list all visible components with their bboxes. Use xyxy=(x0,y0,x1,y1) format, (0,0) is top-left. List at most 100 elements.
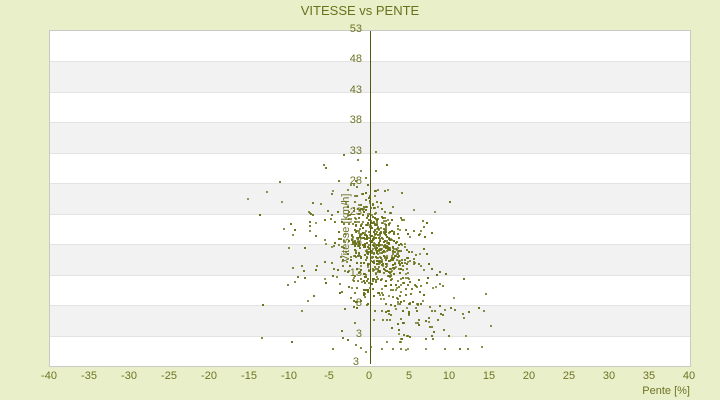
scatter-point xyxy=(383,272,385,274)
scatter-point xyxy=(400,341,402,343)
scatter-point xyxy=(414,262,416,264)
scatter-point xyxy=(413,209,415,211)
scatter-point xyxy=(350,259,352,261)
scatter-point xyxy=(431,268,433,270)
scatter-point xyxy=(481,346,483,348)
scatter-point xyxy=(367,278,369,280)
scatter-point xyxy=(407,261,409,263)
scatter-point xyxy=(371,214,373,216)
scatter-point xyxy=(391,230,393,232)
x-tick-label: 5 xyxy=(405,370,413,382)
scatter-point xyxy=(301,310,303,312)
scatter-point xyxy=(399,295,401,297)
scatter-point xyxy=(355,224,357,226)
scatter-point xyxy=(383,220,385,222)
scatter-point xyxy=(380,227,382,229)
scatter-point xyxy=(327,210,329,212)
x-tick-label: 30 xyxy=(602,370,616,382)
scatter-point xyxy=(301,265,303,267)
scatter-point xyxy=(454,309,456,311)
y-tick-label: 53 xyxy=(349,23,362,35)
scatter-point xyxy=(434,211,436,213)
scatter-point xyxy=(403,219,405,221)
scatter-point xyxy=(411,251,413,253)
scatter-point xyxy=(385,259,387,261)
scatter-point xyxy=(381,264,383,266)
scatter-point xyxy=(378,266,380,268)
scatter-point xyxy=(365,276,367,278)
scatter-point xyxy=(392,253,394,255)
scatter-point xyxy=(440,313,442,315)
scatter-point xyxy=(420,230,422,232)
scatter-point xyxy=(368,224,370,226)
scatter-point xyxy=(410,293,412,295)
scatter-point xyxy=(398,333,400,335)
scatter-point xyxy=(343,247,345,249)
scatter-point xyxy=(355,218,357,220)
scatter-point xyxy=(352,223,354,225)
scatter-point xyxy=(247,198,249,200)
scatter-point xyxy=(376,263,378,265)
scatter-point xyxy=(398,237,400,239)
scatter-point xyxy=(418,319,420,321)
scatter-point xyxy=(380,202,382,204)
y-tick-label: 18 xyxy=(349,236,362,249)
scatter-point xyxy=(378,242,380,244)
scatter-point xyxy=(387,189,389,191)
scatter-point xyxy=(354,275,356,277)
scatter-point xyxy=(417,322,419,324)
scatter-point xyxy=(362,244,364,246)
scatter-point xyxy=(377,226,379,228)
scatter-point xyxy=(376,231,378,233)
scatter-point xyxy=(375,279,377,281)
scatter-point xyxy=(303,270,305,272)
scatter-point xyxy=(347,214,349,216)
scatter-point xyxy=(402,310,404,312)
scatter-point xyxy=(400,268,402,270)
x-tick-label: 20 xyxy=(522,370,536,382)
scatter-point xyxy=(375,268,377,270)
scatter-point xyxy=(425,320,427,322)
scatter-point xyxy=(394,251,396,253)
scatter-point xyxy=(391,327,393,329)
scatter-point xyxy=(393,240,395,242)
scatter-point xyxy=(354,201,356,203)
scatter-point xyxy=(397,323,399,325)
scatter-point xyxy=(357,208,359,210)
scatter-point xyxy=(374,195,376,197)
scatter-point xyxy=(406,263,408,265)
scatter-point xyxy=(384,217,386,219)
scatter-point xyxy=(356,195,358,197)
scatter-point xyxy=(395,289,397,291)
scatter-point xyxy=(366,280,368,282)
scatter-point xyxy=(312,214,314,216)
scatter-point xyxy=(379,294,381,296)
scatter-point xyxy=(450,307,452,309)
scatter-point xyxy=(397,225,399,227)
scatter-point xyxy=(355,250,357,252)
scatter-point xyxy=(405,277,407,279)
scatter-point xyxy=(432,338,434,340)
scatter-point xyxy=(442,314,444,316)
scatter-point xyxy=(351,287,353,289)
scatter-point xyxy=(387,242,389,244)
scatter-point xyxy=(292,234,294,236)
scatter-point xyxy=(337,211,339,213)
scatter-point xyxy=(283,228,285,230)
scatter-point xyxy=(371,227,373,229)
scatter-point xyxy=(325,167,327,169)
scatter-point xyxy=(386,236,388,238)
scatter-point xyxy=(467,348,469,350)
scatter-point xyxy=(449,201,451,203)
scatter-point xyxy=(420,285,422,287)
scatter-point xyxy=(391,219,393,221)
scatter-point xyxy=(385,280,387,282)
scatter-point xyxy=(359,244,361,246)
scatter-point xyxy=(385,226,387,228)
scatter-point xyxy=(388,232,390,234)
scatter-point xyxy=(337,269,339,271)
scatter-point xyxy=(374,207,376,209)
scatter-point xyxy=(360,170,362,172)
scatter-point xyxy=(372,248,374,250)
scatter-point xyxy=(344,270,346,272)
